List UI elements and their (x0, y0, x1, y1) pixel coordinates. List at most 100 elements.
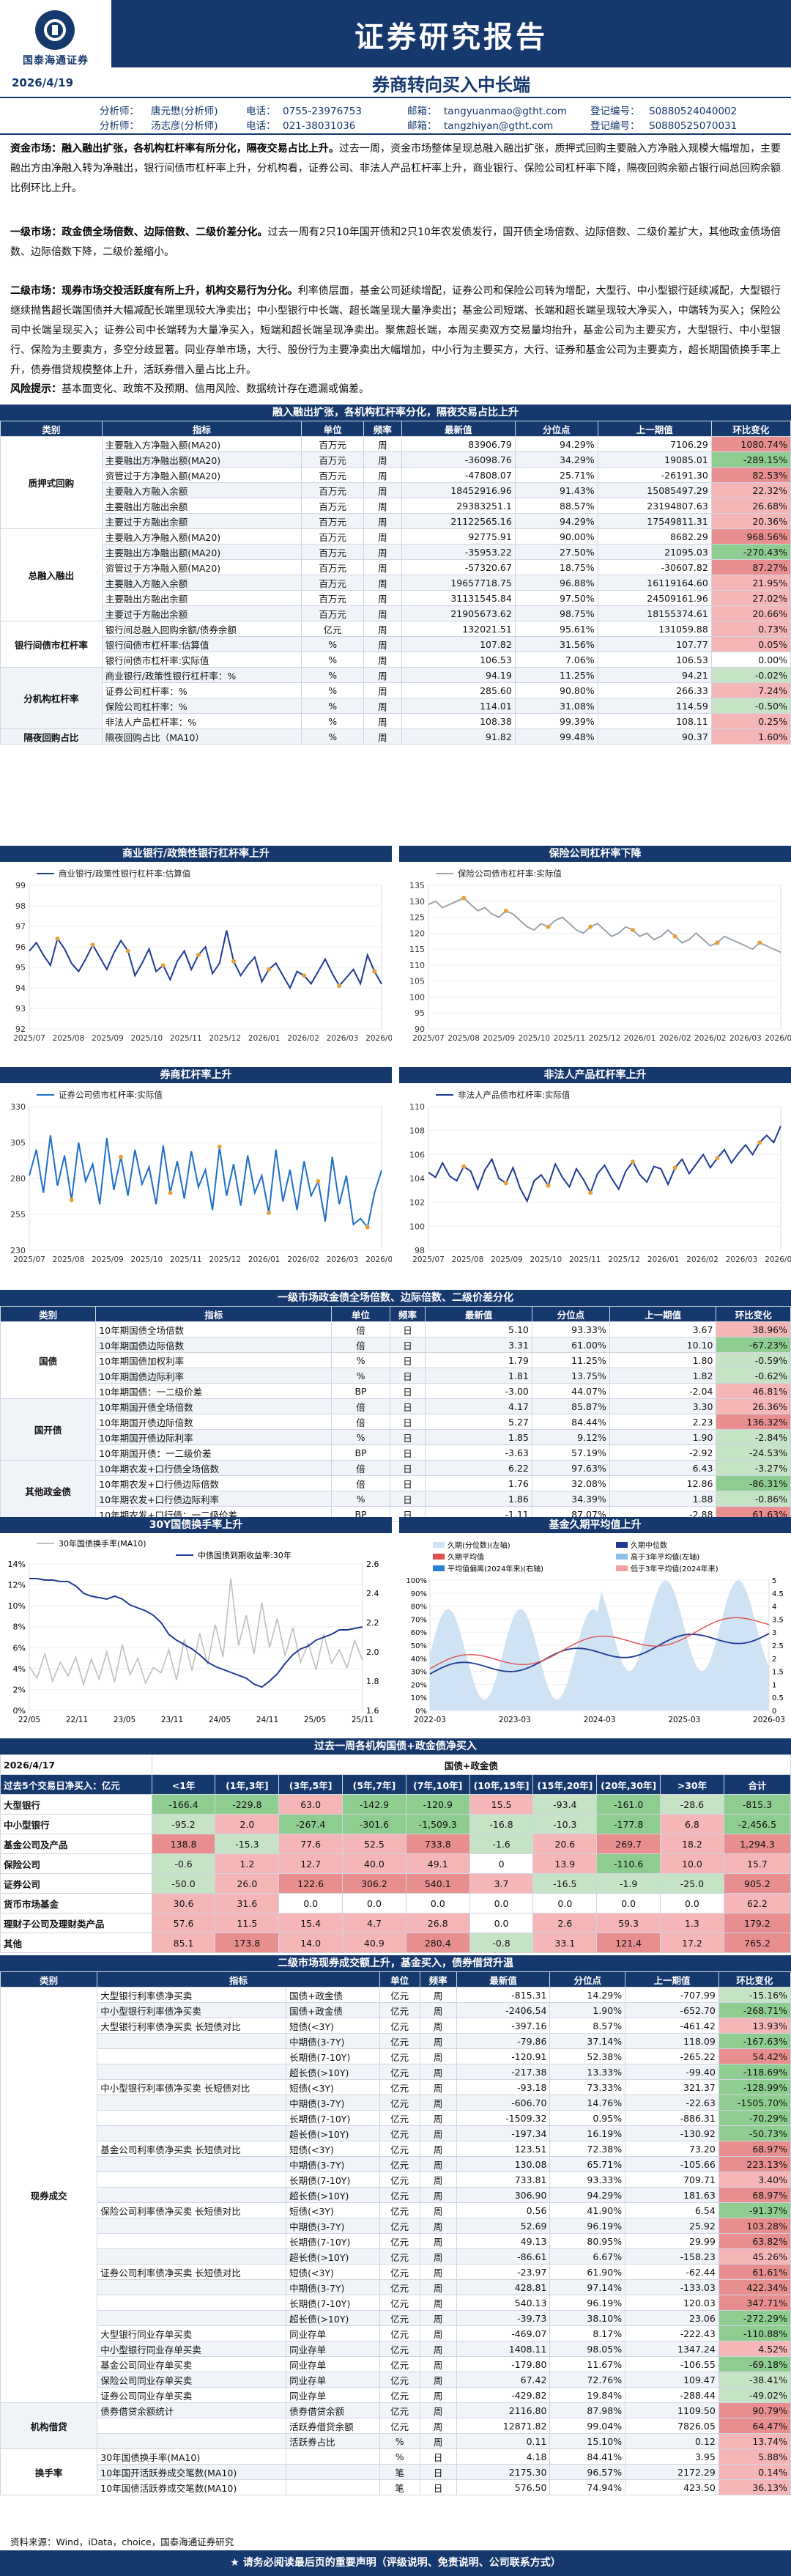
table-cell: 34.39% (531, 1491, 610, 1507)
column-header: 指标 (95, 1306, 333, 1322)
table-cell: 90.79% (718, 2402, 791, 2418)
x-tick-label: 2025/11 (569, 1255, 601, 1264)
table-row: 换手率 30年国债换手率(MA10)% 日 4.18 84.41% 3.95 5.88% (0, 2448, 791, 2495)
table-cell: 周 (419, 2233, 457, 2249)
table-cell: 6.43 (609, 1460, 717, 1476)
data-point (715, 1156, 720, 1161)
table-cell: 87.98% (549, 2402, 626, 2418)
table-cell: 223.13% (718, 2156, 791, 2172)
table-cell: -106.55 (625, 2356, 719, 2372)
star-icon: ★ (230, 2557, 243, 2569)
table-cell: -2406.54 (456, 2002, 551, 2018)
table-cell: 笔 (379, 2479, 420, 2495)
table-row: 非法人产品杠杆率：%% 周 108.38 99.39% 108.11 0.25% (1, 713, 791, 729)
table-cell: 周 (363, 451, 402, 468)
table-cell: 18.2 (660, 1834, 724, 1854)
table-cell: -128.99% (718, 2079, 791, 2095)
table-cell: 银行间总融入回购余额/债券余额 (101, 621, 302, 637)
table-cell: 21.95% (710, 575, 791, 591)
analyst-mail[interactable]: tangzhiyan@gtht.com (444, 120, 554, 132)
table-cell: -397.16 (456, 2018, 551, 2034)
table-cell: 0.0 (532, 1893, 598, 1913)
table-cell: 主要融入方净融入额(MA20) (101, 436, 302, 452)
table-cell: -707.99 (625, 1987, 719, 2003)
table-cell (97, 2218, 287, 2234)
legend-swatch (433, 1542, 445, 1548)
table-cell: 大型银行同业存单买卖 (97, 2325, 287, 2341)
table-cell: 26.68% (710, 498, 791, 514)
table-row: 10年国债活跃券成交笔数(MA10) 笔日 576.50 74.94% 423.50 36… (1, 2479, 791, 2495)
table-cell: -1509.32 (456, 2110, 551, 2126)
logo-icon (35, 10, 75, 50)
table-cell: 同业存单 (286, 2372, 380, 2388)
x-tick-label: 2025/08 (53, 1255, 85, 1264)
table-cell: 中期债(3-7Y) (286, 2095, 380, 2111)
series-line (428, 1126, 781, 1203)
table-cell: 67.42 (456, 2372, 551, 2388)
x-tick-label: 2025/11 (170, 1034, 202, 1043)
y-left-tick: 100% (406, 1577, 427, 1585)
table-cell: 99.39% (514, 713, 598, 729)
table-cell: -22.63 (625, 2095, 719, 2111)
column-header: 指标 (101, 421, 302, 437)
x-tick-label: 2025/12 (589, 1034, 621, 1043)
x-tick-label: 22/11 (66, 1716, 88, 1724)
table-cell: 0.00% (710, 652, 791, 668)
table-cell: 日 (419, 2464, 457, 2480)
table-cell: 13.75% (531, 1368, 610, 1384)
table-cell: 107.82 (401, 636, 516, 652)
legend-label: 久期(分位数)(左轴) (448, 1540, 510, 1550)
table-cell: 周 (419, 2418, 457, 2434)
table-row: 其他政金债 10年期农发+口行债全场倍数倍日 6.22 97.63% 6.43 -3.27… (0, 1460, 791, 1522)
table-cell: 亿元 (379, 2264, 420, 2280)
table-cell: 亿元 (379, 2048, 420, 2064)
table-cell: -86.31% (716, 1475, 791, 1491)
y-right-tick: 1.6 (366, 1706, 379, 1716)
table-cell: -142.9 (342, 1794, 406, 1815)
table-cell: 商业银行/政策性银行杠杆率：% (101, 667, 302, 683)
table-cell: 576.50 (456, 2479, 551, 2495)
table-cell: % (331, 1491, 390, 1507)
secondary-market-table: 类别 指标 单位 频率 最新值 分位点 上一期值 环比变化 现券成交 大型银行利率债净买卖 国债+政… (0, 1971, 791, 2495)
table-cell: 17549811.31 (597, 513, 712, 529)
table-cell: 114.59 (597, 698, 712, 714)
table-cell (97, 2248, 287, 2265)
table-cell: 96.88% (514, 575, 598, 591)
table-cell: 周 (363, 605, 402, 621)
table-cell: 周 (419, 2187, 457, 2203)
table-cell: -110.6 (596, 1853, 661, 1874)
y-right-tick: 4 (772, 1603, 776, 1612)
column-header: 上一期值 (609, 1306, 717, 1322)
legend-label: 久期中位数 (631, 1540, 667, 1550)
table-cell: 国债+政金债 (286, 2002, 380, 2018)
table-row: 主要融入方融入余额 百万元周 18452916.96 91.43% 15085497.2… (1, 482, 791, 498)
chart2-title: 保险公司杠杆率下降 (399, 846, 791, 862)
table-cell: 0.0 (596, 1893, 661, 1913)
legend-swatch (616, 1565, 628, 1571)
table-row: 主要融出方融出余额 百万元周 29383251.1 88.57% 23194807.63… (1, 498, 791, 514)
table-header-row: 类别 指标 单位 频率 最新值 分位点 上一期值 环比变化 (0, 421, 791, 437)
table-cell: 2.6 (532, 1913, 598, 1933)
report-date: 2026/4/19 (12, 76, 74, 89)
table-cell: -2.04 (609, 1383, 717, 1399)
table-cell: 29383251.1 (401, 498, 516, 514)
table-cell: -2,456.5 (723, 1814, 791, 1834)
table-cell: 日 (389, 1444, 426, 1461)
table-cell: 短债(<3Y) (286, 2141, 380, 2157)
y-left-tick: 10% (411, 1694, 427, 1702)
data-point (630, 927, 635, 932)
table-cell: 短债(<3Y) (286, 2018, 380, 2034)
legend-label: 非法人产品债市杠杆率:实际值 (458, 1090, 571, 1100)
table-cell: 18452916.96 (401, 482, 516, 498)
y-tick-label: 104 (409, 1174, 425, 1184)
table-cell: -67.23% (716, 1337, 791, 1353)
table-cell: -197.34 (456, 2125, 551, 2141)
analyst-mail[interactable]: tangyuanmao@gtht.com (444, 106, 568, 117)
para-lead: 二级市场：现券市场交投活跃度有所上升，机构交易行为分化。 (10, 285, 298, 297)
disclaimer-footer[interactable]: ★ 请务必阅读最后页的重要声明（评级说明、免责说明、公司联系方式） (0, 2550, 791, 2576)
column-header: 频率 (419, 1971, 457, 1988)
table-cell: % (331, 1368, 390, 1384)
column-header: 最新值 (425, 1306, 532, 1322)
table-cell: 10.0 (660, 1853, 724, 1874)
data-point (231, 959, 236, 964)
